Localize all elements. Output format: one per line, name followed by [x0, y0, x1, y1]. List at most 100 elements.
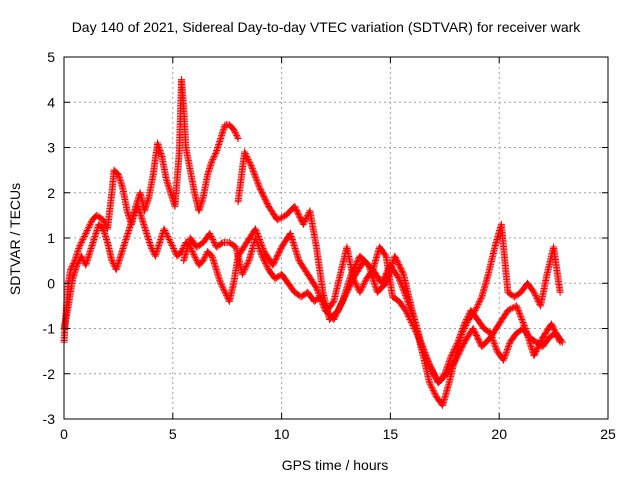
data-point: [220, 287, 228, 295]
data-point: [255, 181, 263, 189]
data-point: [188, 248, 196, 256]
data-point: [448, 350, 456, 358]
data-point: [416, 338, 424, 346]
data-point: [464, 312, 472, 320]
data-point: [252, 236, 260, 244]
data-point: [82, 228, 90, 236]
x-tick-label: 25: [600, 426, 616, 442]
data-point: [257, 251, 265, 259]
data-point: [233, 131, 241, 139]
data-point: [517, 314, 525, 322]
data-point: [427, 364, 435, 372]
data-point: [442, 365, 450, 373]
data-point: [404, 311, 412, 319]
data-point: [279, 213, 287, 221]
data-point: [454, 338, 462, 346]
data-point: [210, 153, 218, 161]
data-point: [460, 321, 468, 329]
data-point: [253, 177, 261, 185]
data-point: [462, 317, 470, 325]
data-point: [517, 312, 525, 320]
chart-title: Day 140 of 2021, Sidereal Day-to-day VTE…: [72, 19, 582, 35]
data-point: [558, 338, 566, 346]
data-point: [427, 382, 435, 390]
data-point: [491, 343, 499, 351]
data-point: [399, 284, 407, 292]
data-point: [513, 303, 521, 311]
data-point: [321, 302, 329, 310]
data-point: [251, 171, 259, 179]
data-point: [73, 261, 81, 269]
y-axis-label: SDTVAR / TECUs: [7, 183, 23, 295]
data-point: [473, 302, 481, 310]
data-point: [515, 308, 523, 316]
data-point: [417, 340, 425, 348]
data-point: [423, 356, 431, 364]
data-point: [201, 252, 209, 260]
data-points: [60, 76, 566, 409]
data-point: [77, 239, 85, 247]
data-point: [514, 305, 522, 313]
data-point: [246, 160, 254, 168]
data-point: [208, 234, 216, 242]
x-tick-label: 10: [274, 426, 290, 442]
data-point: [505, 341, 513, 349]
data-point: [212, 150, 220, 158]
data-point: [218, 239, 226, 247]
data-point: [431, 389, 439, 397]
data-point: [426, 380, 434, 388]
data-point: [441, 368, 449, 376]
y-tick-label: -2: [43, 366, 56, 382]
data-point: [239, 269, 247, 277]
data-point: [501, 353, 509, 361]
data-point: [84, 225, 92, 233]
data-point: [208, 157, 216, 165]
data-point: [444, 362, 452, 370]
data-point: [426, 361, 434, 369]
data-point: [83, 226, 91, 234]
data-point: [221, 288, 229, 296]
data-point: [81, 231, 89, 239]
data-point: [557, 337, 565, 345]
data-point: [453, 340, 461, 348]
data-point: [443, 364, 451, 372]
data-point: [516, 309, 524, 317]
data-point: [299, 220, 307, 228]
data-point: [167, 240, 175, 248]
data-point: [85, 223, 93, 231]
data-point: [458, 328, 466, 336]
data-point: [314, 288, 322, 296]
data-point: [463, 315, 471, 323]
x-tick-label: 15: [383, 426, 399, 442]
data-point: [130, 210, 138, 218]
data-point: [455, 335, 463, 343]
data-point: [406, 315, 414, 323]
data-point: [252, 226, 260, 234]
data-point: [256, 246, 264, 254]
data-point: [381, 251, 389, 259]
data-point: [164, 232, 172, 240]
data-point: [301, 217, 309, 225]
data-point: [352, 281, 360, 289]
data-point: [357, 285, 365, 293]
data-point: [244, 258, 252, 266]
data-point: [504, 306, 512, 314]
data-point: [276, 214, 284, 222]
data-point: [253, 237, 261, 245]
data-point: [164, 234, 172, 242]
data-point: [77, 240, 85, 248]
data-point: [490, 338, 498, 346]
data-point: [251, 172, 259, 180]
data-point: [423, 355, 431, 363]
data-point: [360, 279, 368, 287]
data-point: [278, 214, 286, 222]
data-point: [253, 239, 261, 247]
data-point: [329, 299, 337, 307]
data-point: [209, 156, 217, 164]
data-point: [505, 306, 513, 314]
data-point: [260, 257, 268, 265]
data-point: [211, 151, 219, 159]
data-point: [161, 226, 169, 234]
data-point: [429, 386, 437, 394]
